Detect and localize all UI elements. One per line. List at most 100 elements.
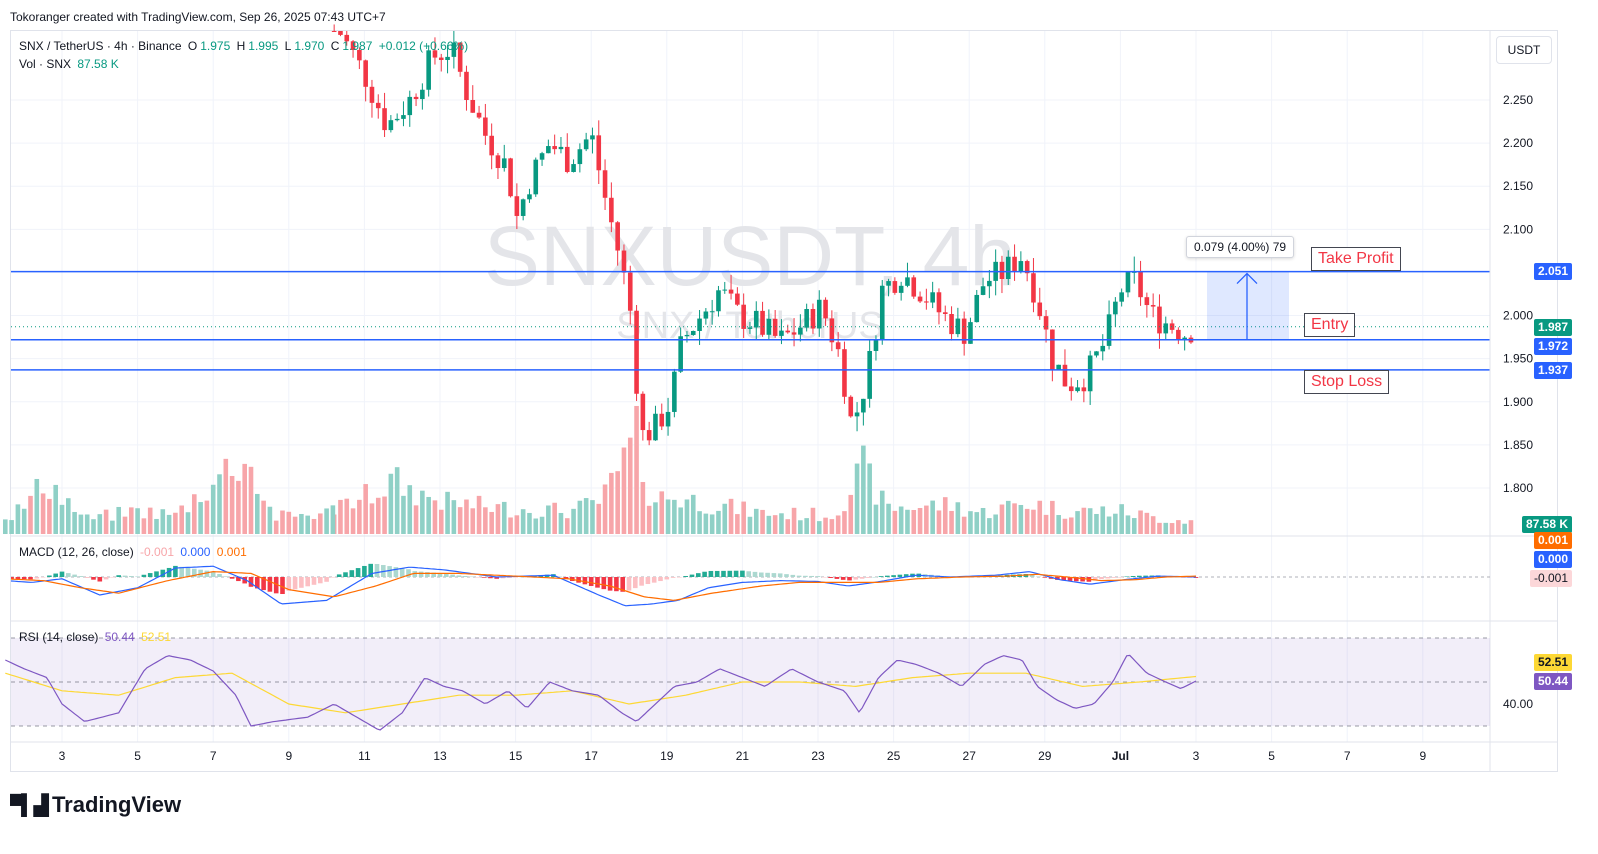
macd-signal-tag: 0.001: [1533, 532, 1572, 549]
macd-histogram-bar: [696, 573, 701, 577]
volume-bar: [495, 504, 501, 534]
macd-histogram-bar: [576, 577, 581, 583]
candle-body: [590, 135, 595, 140]
volume-bar: [772, 515, 778, 534]
candle-body: [1150, 305, 1156, 307]
volume-bar: [210, 484, 216, 534]
macd-histogram-bar: [1036, 576, 1041, 578]
candle-body: [842, 349, 847, 397]
volume-bar: [684, 499, 690, 534]
macd-histogram-bar: [223, 576, 229, 577]
macd-histogram-bar: [834, 577, 840, 579]
macd-histogram-bar: [15, 577, 21, 580]
take-profit-label[interactable]: Take Profit: [1311, 247, 1401, 271]
rsi-tag: 50.44: [1533, 673, 1572, 690]
candle-body: [394, 118, 400, 121]
high-value: 1.995: [248, 39, 279, 53]
entry-price-tag: 1.972: [1533, 338, 1572, 355]
high-label: H: [236, 39, 246, 53]
currency-button[interactable]: USDT: [1496, 36, 1552, 64]
macd-histogram-bar: [475, 577, 481, 578]
macd-signal-line: [11, 570, 1197, 601]
macd-histogram-bar: [1130, 576, 1136, 577]
macd-histogram-bar: [210, 571, 216, 577]
stop-loss-label[interactable]: Stop Loss: [1304, 370, 1390, 394]
volume-bar: [116, 506, 121, 534]
volume-bar: [122, 516, 128, 534]
volume-legend: Vol · SNX 87.58 K: [19, 57, 122, 71]
macd-histogram-bar: [154, 571, 159, 577]
x-tick-label: 9: [1419, 749, 1426, 763]
x-tick-label: 17: [585, 749, 599, 763]
candle-body: [1031, 273, 1036, 303]
volume-bar: [223, 458, 229, 534]
macd-histogram-bar: [66, 573, 71, 577]
volume-label[interactable]: Vol · SNX: [19, 57, 72, 71]
volume-bar: [627, 437, 633, 534]
x-tick-label: 21: [736, 749, 750, 763]
x-tick-label: 7: [210, 749, 217, 763]
macd-histogram-bar: [670, 577, 676, 578]
macd-histogram-bar: [1118, 577, 1123, 578]
macd-histogram-bar: [362, 565, 367, 577]
volume-bar: [854, 463, 860, 534]
macd-histogram-bar: [34, 577, 40, 579]
volume-bar: [1138, 510, 1143, 534]
volume-bar: [369, 503, 375, 534]
volume-bar: [489, 511, 494, 534]
x-tick-label: 19: [660, 749, 674, 763]
volume-bar: [236, 480, 241, 534]
macd-histogram-bar: [664, 577, 670, 580]
candle-body: [596, 135, 602, 171]
macd-histogram-bar: [399, 568, 405, 577]
volume-bar: [401, 495, 406, 534]
candle-body: [489, 135, 494, 156]
macd-histogram-bar: [651, 577, 657, 583]
volume-bar: [898, 506, 904, 534]
candle-body: [1094, 351, 1099, 356]
volume-bar: [407, 485, 413, 534]
macd-histogram-bar: [1111, 577, 1117, 578]
volume-bar: [242, 463, 247, 534]
volume-bar: [527, 512, 532, 534]
volume-bar: [917, 508, 923, 534]
tradingview-logo[interactable]: ▀▍▟ TradingView: [10, 792, 181, 818]
macd-legend[interactable]: MACD (12, 26, close) -0.001 0.000 0.001: [19, 545, 250, 559]
candle-body: [747, 327, 753, 329]
candle-body: [1081, 387, 1087, 392]
volume-bar: [28, 495, 33, 534]
volume-bar: [980, 507, 986, 534]
macd-histogram-bar: [1042, 577, 1048, 578]
volume-bar: [1113, 513, 1118, 534]
macd-histogram-bar: [708, 570, 714, 577]
open-label: O: [187, 39, 198, 53]
volume-bar: [1050, 500, 1055, 534]
macd-histogram-bar: [267, 577, 273, 592]
entry-label[interactable]: Entry: [1304, 313, 1356, 337]
volume-bar: [248, 466, 254, 534]
volume-bar: [420, 490, 425, 534]
candle-body: [672, 371, 677, 412]
candle-body: [627, 272, 633, 311]
candle-body: [640, 393, 646, 431]
y-tick-label: 1.900: [1503, 395, 1533, 409]
macd-histogram-bar: [311, 577, 317, 585]
volume-bar: [1075, 511, 1080, 534]
macd-histogram-bar: [1143, 575, 1148, 577]
volume-bar: [135, 508, 140, 534]
candle-body: [646, 430, 652, 441]
rsi-legend[interactable]: RSI (14, close) 50.44 52.51: [19, 630, 174, 644]
volume-bar: [709, 514, 715, 534]
volume-bar: [324, 508, 329, 534]
candle-body: [1119, 292, 1124, 302]
candle-body: [634, 310, 639, 394]
rsi-value: 50.44: [104, 630, 135, 644]
volume-bar: [987, 518, 992, 534]
macd-histogram-bar: [500, 577, 506, 579]
x-tick-label: 11: [358, 749, 371, 763]
volume-bar: [779, 513, 784, 534]
symbol-label[interactable]: SNX / TetherUS · 4h · Binance: [19, 39, 182, 53]
candle-body: [508, 158, 513, 197]
x-tick-label: 27: [963, 749, 977, 763]
